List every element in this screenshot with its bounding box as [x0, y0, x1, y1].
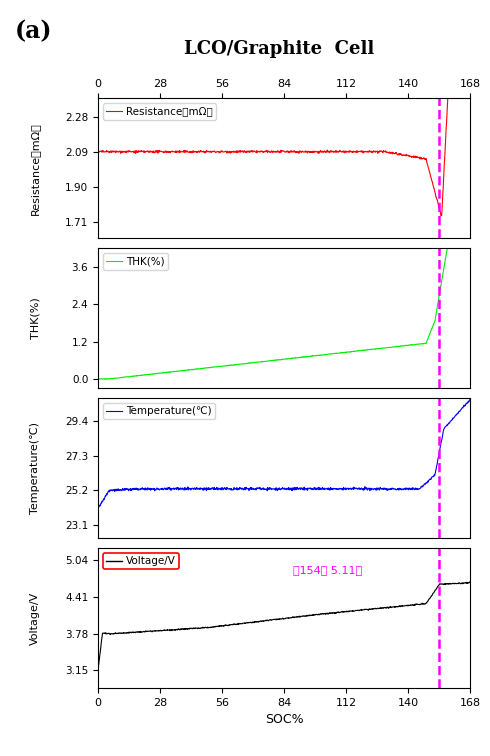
Text: （154， 5.11）: （154， 5.11） [293, 565, 362, 575]
Y-axis label: Temperature(℃): Temperature(℃) [30, 422, 40, 514]
X-axis label: SOC%: SOC% [265, 713, 303, 727]
Legend: THK(%): THK(%) [103, 253, 168, 270]
Text: (a): (a) [15, 19, 52, 43]
Y-axis label: THK(%): THK(%) [30, 297, 40, 339]
Legend: Resistance（mΩ）: Resistance（mΩ） [103, 104, 216, 119]
Y-axis label: Voltage/V: Voltage/V [30, 591, 40, 645]
Legend: Voltage/V: Voltage/V [103, 553, 179, 569]
Y-axis label: Resistance（mΩ）: Resistance（mΩ） [30, 122, 40, 215]
Legend: Temperature(℃): Temperature(℃) [103, 403, 215, 420]
Text: LCO/Graphite  Cell: LCO/Graphite Cell [184, 40, 374, 58]
